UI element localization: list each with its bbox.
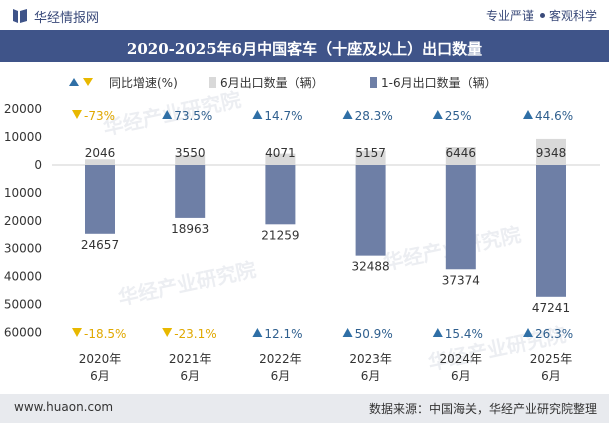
bar-cumulative [175,165,206,218]
y-tick-label: 40000 [4,270,42,284]
bar-june [536,138,566,165]
growth-labels: -73% -18.5% 73.5% -23.1% 14.7% 12.1% 28.3% 50.9… [72,109,573,341]
up-arrow-icon [342,110,353,119]
bar-june [265,153,296,165]
y-tick-label: 10000 [4,130,42,144]
chart-title: 2020-2025年6月中国客车（十座及以上）出口数量 [126,40,483,58]
june-value-label: 2046 [85,146,116,160]
x-tick-label: 6月 [180,369,200,383]
up-arrow-icon [162,110,173,119]
up-arrow-icon [342,328,353,337]
data-source: 数据来源：中国海关，华经产业研究院整理 [368,402,597,416]
june-growth-label: -73% [84,109,115,123]
cumulative-growth-label: 15.4% [445,327,483,341]
watermark-text: 华经产业研究院 [116,257,258,310]
down-arrow-icon [72,110,82,119]
footer [0,394,609,423]
x-tick-label: 6月 [90,369,110,383]
y-tick-label: 20000 [4,214,42,228]
bar-cumulative [265,165,296,225]
header: 华经情报网 专业严谨 客观科学 [0,0,609,30]
up-arrow-icon [252,110,263,119]
tagline: 专业严谨 客观科学 [486,7,597,24]
x-tick-label: 6月 [541,369,561,383]
watermark-text: 华经产业研究院 [101,87,243,140]
cumulative-growth-label: -23.1% [174,327,216,341]
cumulative-value-label: 37374 [442,273,480,287]
x-tick-label: 2023年 [349,352,392,366]
y-tick-label: 30000 [4,242,42,256]
up-arrow-icon [432,110,443,119]
brand-name: 华经情报网 [34,11,100,26]
bar-cumulative [355,165,386,256]
legend-cumulative-swatch [370,77,377,88]
separator-dot-icon [539,13,545,18]
cumulative-value-label: 47241 [532,301,570,315]
legend-june-label: 6月出口数量（辆） [220,75,324,90]
x-tick-label: 2024年 [440,352,483,366]
up-arrow-icon [432,328,443,337]
y-tick-label: 20000 [4,102,42,116]
cumulative-growth-label: 50.9% [355,327,393,341]
june-growth-label: 25% [445,109,472,123]
x-tick-label: 6月 [271,369,291,383]
x-tick-label: 2021年 [169,352,212,366]
tagline-right: 客观科学 [548,9,597,23]
legend-up-arrow-icon [69,78,79,86]
bar-june [445,147,476,165]
x-axis: 2020年 6月 2021年 6月 2022年 6月 2023年 6月 2024年 6月 2025年… [79,352,573,383]
bar-june [175,155,206,165]
bar-cumulative [536,165,566,297]
y-tick-label: 60000 [4,325,42,339]
up-arrow-icon [523,328,533,337]
title-bar [0,30,609,62]
june-value-label: 6446 [446,146,477,160]
x-tick-label: 2020年 [79,352,122,366]
tagline-left: 专业严谨 [485,9,534,23]
cumulative-growth-label: 26.3% [535,327,573,341]
bar-cumulative [445,165,476,270]
bar-june [355,150,386,165]
up-arrow-icon [523,110,533,119]
june-growth-label: 28.3% [355,109,393,123]
cumulative-value-label: 18963 [171,222,209,236]
y-tick-label: 10000 [4,186,42,200]
legend-june-swatch [209,77,216,88]
bars [85,138,566,297]
y-axis: 20000 10000 0 10000 20000 30000 40000 50000 6000… [4,102,600,339]
legend-growth-label: 同比增速(%) [109,76,178,90]
bar-june [85,159,115,165]
down-arrow-icon [162,328,173,337]
x-tick-label: 2022年 [259,352,302,366]
x-tick-label: 6月 [361,369,381,383]
legend: 同比增速(%) 6月出口数量（辆） 1-6月出口数量（辆） [69,75,497,90]
legend-down-arrow-icon [83,78,93,86]
legend-cumulative-label: 1-6月出口数量（辆） [381,75,497,90]
chart: 华经产业研究院华经产业研究院华经产业研究院华经产业研究院 同比增速(%)6月出口… [4,75,600,383]
y-tick-label: 0 [34,158,42,172]
x-tick-label: 6月 [451,369,471,383]
x-tick-label: 2025年 [530,352,573,366]
footer-url[interactable]: www.huaon.com [14,400,114,414]
june-value-label: 4071 [265,146,296,160]
up-arrow-icon [252,328,263,337]
y-tick-label: 50000 [4,298,42,312]
data-labels: 2046 24657 3550 18963 4071 21259 5157 32488 6446… [81,146,570,315]
june-growth-label: 14.7% [264,109,302,123]
cumulative-value-label: 32488 [352,260,390,274]
cumulative-value-label: 24657 [81,238,119,252]
down-arrow-icon [72,328,82,337]
june-growth-label: 73.5% [174,109,212,123]
june-growth-label: 44.6% [535,109,573,123]
bar-cumulative [85,165,115,234]
cumulative-growth-label: 12.1% [264,327,302,341]
cumulative-value-label: 21259 [261,228,299,242]
june-value-label: 9348 [536,146,567,160]
june-value-label: 5157 [355,146,386,160]
cumulative-growth-label: -18.5% [84,327,126,341]
june-value-label: 3550 [175,146,206,160]
brand-logo-icon [13,9,27,23]
